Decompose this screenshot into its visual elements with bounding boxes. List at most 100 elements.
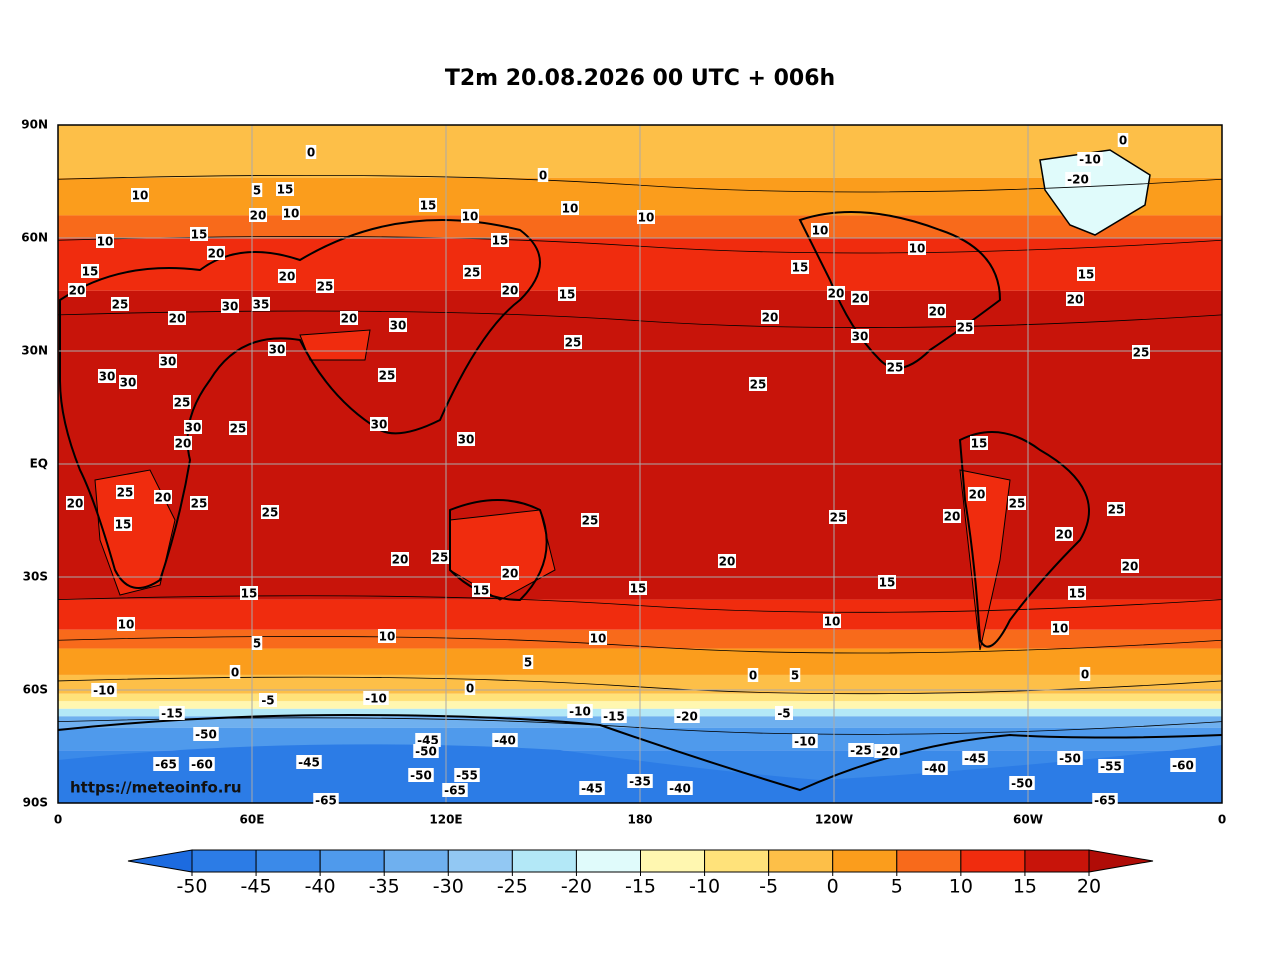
contour-label-box: [389, 318, 407, 332]
contour-label-box: [190, 227, 208, 241]
contour-label: -10: [569, 705, 591, 719]
contour-label-box: [558, 287, 576, 301]
contour-label: -60: [1172, 759, 1194, 773]
contour-label: 30: [222, 300, 239, 314]
contour-label: -45: [964, 752, 986, 766]
contour-label: 25: [750, 378, 767, 392]
colorbar-tick-label: 15: [1013, 876, 1037, 898]
contour-label-box: [316, 279, 334, 293]
contour-label-box: [114, 517, 132, 531]
colorbar-tick-label: 5: [891, 876, 903, 898]
contour-label-box: [1117, 133, 1129, 147]
contour-label-box: [457, 432, 475, 446]
contour-label-box: [464, 681, 476, 695]
contour-label: -10: [1079, 153, 1101, 167]
contour-label-box: [1057, 751, 1083, 765]
contour-label-box: [1055, 527, 1073, 541]
contour-label: -20: [1067, 173, 1089, 187]
contour-label-box: [970, 436, 988, 450]
lon-label: 180: [627, 813, 652, 827]
contour-label-box: [413, 744, 439, 758]
contour-label: 25: [379, 369, 396, 383]
contour-label: -65: [315, 794, 337, 808]
contour-label-box: [252, 297, 270, 311]
contour-label: 25: [230, 422, 247, 436]
contour-label-box: [119, 375, 137, 389]
contour-label-box: [454, 768, 480, 782]
contour-label: -15: [603, 710, 625, 724]
contour-label-box: [116, 485, 134, 499]
contour-label: 10: [824, 615, 841, 629]
coastline: [57, 713, 1223, 792]
contour-label: -10: [794, 735, 816, 749]
contour-label: 20: [828, 287, 845, 301]
contour-label: 0: [1081, 668, 1089, 682]
contour-label-box: [589, 631, 607, 645]
contour-label-box: [775, 706, 793, 720]
contour-label: 20: [169, 312, 186, 326]
lon-label: 0: [1218, 813, 1226, 827]
contour-label: 20: [392, 553, 409, 567]
contour-label: -50: [410, 769, 432, 783]
contour-label: 20: [969, 488, 986, 502]
contour-label-box: [792, 734, 818, 748]
contour-label: 20: [69, 284, 86, 298]
contour-label: 25: [1108, 503, 1125, 517]
contour-label: 20: [502, 567, 519, 581]
colorbar-segment: [1024, 849, 1090, 873]
contour-label: 25: [191, 497, 208, 511]
contour-label-box: [1079, 667, 1091, 681]
contour-label: -35: [629, 775, 651, 789]
contour-label: -65: [155, 758, 177, 772]
contour-label: 0: [749, 669, 757, 683]
lat-label: 60S: [23, 683, 48, 697]
contour-label: -20: [876, 745, 898, 759]
contour-label-box: [962, 751, 988, 765]
contour-label: -5: [777, 707, 790, 721]
contour-label: 15: [277, 183, 294, 197]
lat-label: 30N: [21, 344, 48, 358]
lon-label: 60W: [1013, 813, 1043, 827]
contour-label: 25: [464, 266, 481, 280]
contour-label-box: [878, 575, 896, 589]
contour-label-box: [581, 513, 599, 527]
coastline: [958, 431, 1090, 648]
contour-label: 35: [253, 298, 270, 312]
contour-label-box: [601, 709, 627, 723]
contour-label: 25: [432, 551, 449, 565]
colorbar-tick-label: -30: [433, 876, 464, 898]
colorbar-tick-label: -25: [497, 876, 528, 898]
contour-label: 20: [502, 284, 519, 298]
contour-label: -65: [1094, 794, 1116, 808]
contour-label-box: [117, 617, 135, 631]
contour-label-box: [561, 201, 579, 215]
lat-label: 90S: [23, 796, 48, 810]
watermark: https://meteoinfo.ru: [70, 779, 242, 797]
contour-label-box: [259, 693, 277, 707]
contour-label-box: [251, 183, 263, 197]
contour-label-box: [159, 354, 177, 368]
contour-label-box: [461, 209, 479, 223]
contour-label-box: [928, 304, 946, 318]
contour-label: 20: [155, 491, 172, 505]
contour-label: 30: [99, 370, 116, 384]
contour-label: -25: [850, 744, 872, 758]
contour-label: 25: [112, 298, 129, 312]
contour-label: 20: [944, 510, 961, 524]
contour-label: 0: [307, 146, 315, 160]
contour-label: 15: [971, 437, 988, 451]
colorbar-tick-label: -5: [759, 876, 778, 898]
contour-label: 20: [279, 270, 296, 284]
colorbar-tick-label: -15: [625, 876, 656, 898]
contour-label: 10: [909, 242, 926, 256]
map: 0 0 5 15 10 20 10 15 10 10 10 15 10 15 20 15 20 25 20 25 25 2…: [57, 124, 1223, 808]
lat-label: 30S: [23, 570, 48, 584]
contour-label: 10: [638, 211, 655, 225]
colorbar-segment: [896, 849, 962, 873]
contour-label: 20: [1122, 560, 1139, 574]
contour-label: 20: [762, 311, 779, 325]
lon-label: 120E: [429, 813, 462, 827]
contour-label-box: [922, 761, 948, 775]
contour-label-box: [1077, 267, 1095, 281]
lon-label: 0: [54, 813, 62, 827]
